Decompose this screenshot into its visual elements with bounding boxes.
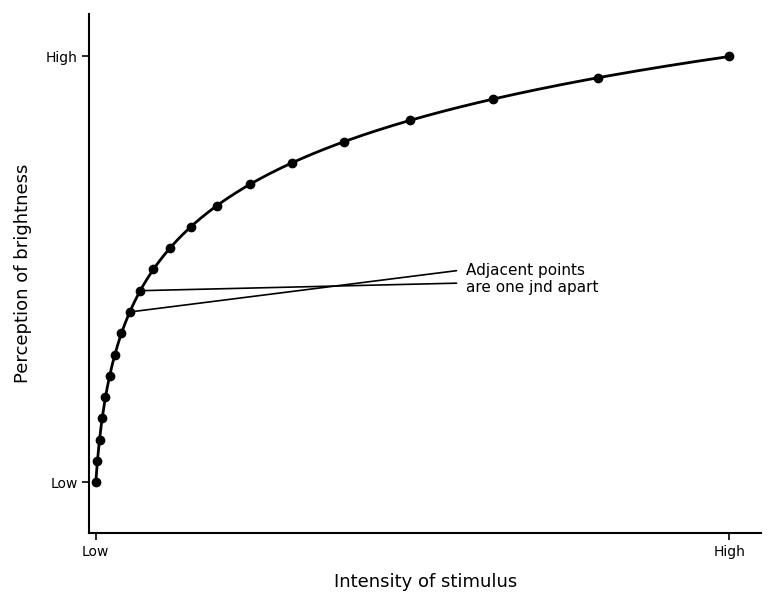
Y-axis label: Perception of brightness: Perception of brightness (14, 164, 32, 384)
X-axis label: Intensity of stimulus: Intensity of stimulus (334, 573, 517, 591)
Text: Adjacent points
are one jnd apart: Adjacent points are one jnd apart (466, 263, 598, 295)
